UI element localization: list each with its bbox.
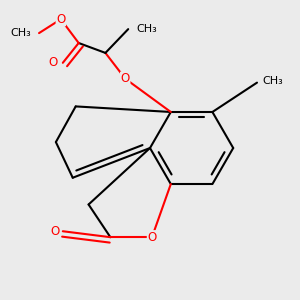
Text: CH₃: CH₃ — [262, 76, 283, 85]
Text: CH₃: CH₃ — [11, 28, 31, 38]
Text: O: O — [147, 231, 157, 244]
Text: O: O — [48, 56, 58, 69]
Text: O: O — [121, 72, 130, 85]
Text: O: O — [56, 13, 65, 26]
Text: CH₃: CH₃ — [136, 24, 157, 34]
Text: O: O — [50, 225, 59, 238]
